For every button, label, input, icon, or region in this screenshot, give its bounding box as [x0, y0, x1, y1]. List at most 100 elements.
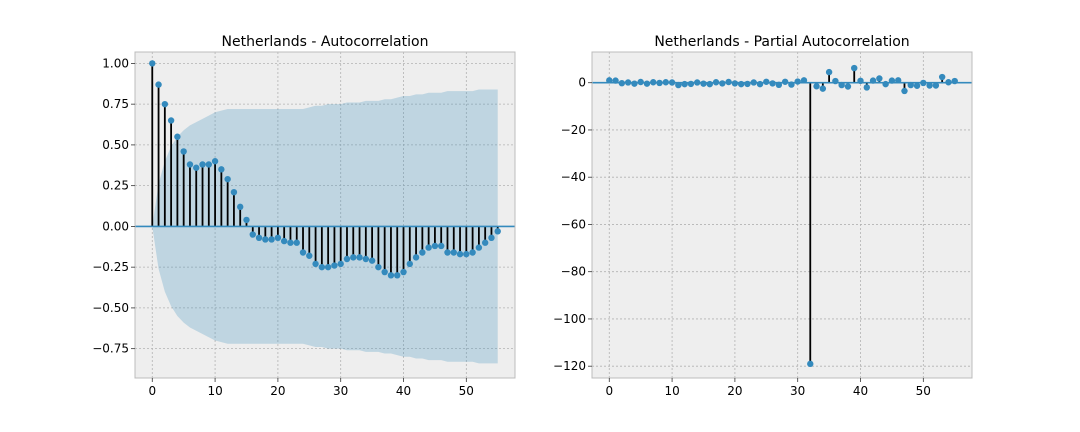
pacf-point-35 — [825, 68, 833, 76]
acf-ytick-label-1: −0.50 — [92, 301, 129, 315]
pacf-point-51 — [926, 82, 933, 89]
pacf-point-37 — [838, 81, 845, 89]
acf-ytick-label-2: −0.25 — [92, 260, 129, 274]
acf-ytick-label-3: 0.00 — [102, 219, 129, 233]
pacf-point-7 — [650, 79, 657, 86]
acf-xtick-label-0: 0 — [148, 384, 156, 398]
pacf-ytick-label-6: 0 — [578, 76, 586, 90]
acf-point-14 — [237, 203, 244, 211]
acf-point-23 — [293, 239, 300, 246]
pacf-point-18 — [719, 80, 726, 87]
pacf-point-8 — [656, 79, 663, 87]
acf-title: Netherlands - Autocorrelation — [222, 34, 429, 50]
acf-point-9 — [205, 161, 213, 168]
acf-xtick-label-1: 10 — [207, 384, 222, 398]
pacf-point-43 — [876, 75, 883, 82]
acf-point-19 — [268, 236, 275, 243]
acf-point-54 — [488, 234, 495, 242]
pacf-ytick-label-1: −100 — [553, 312, 586, 326]
pacf-point-53 — [938, 73, 946, 81]
acf-point-22 — [287, 239, 294, 246]
acf-point-28 — [324, 263, 332, 271]
acf-point-26 — [312, 260, 319, 268]
pacf-point-38 — [844, 83, 852, 90]
pacf-xtick-label-4: 40 — [853, 384, 868, 398]
acf-point-49 — [456, 250, 464, 258]
pacf-point-2 — [618, 79, 626, 87]
acf-point-7 — [193, 164, 200, 171]
pacf-point-1 — [612, 77, 619, 84]
pacf-ytick-label-3: −60 — [561, 217, 586, 231]
pacf-point-11 — [675, 81, 682, 89]
acf-point-51 — [469, 249, 476, 256]
acf-point-31 — [343, 255, 351, 263]
acf-panel: 0 10 20 30 40 50 −0.75 −0.50 −0.25 0.00 0.25 0.50 0.… — [92, 34, 516, 398]
pacf-point-23 — [750, 79, 757, 86]
pacf-point-5 — [637, 78, 644, 86]
pacf-ytick-label-0: −120 — [553, 359, 586, 373]
pacf-point-49 — [913, 82, 921, 89]
pacf-xtick-label-2: 20 — [727, 384, 742, 398]
pacf-xtick-label-5: 50 — [916, 384, 931, 398]
acf-point-39 — [394, 272, 401, 279]
acf-point-8 — [199, 161, 206, 168]
pacf-point-44 — [882, 80, 889, 88]
pacf-point-9 — [662, 79, 670, 86]
pacf-point-21 — [737, 80, 745, 88]
acf-point-41 — [406, 260, 413, 268]
acf-point-38 — [387, 272, 395, 279]
acf-point-46 — [437, 242, 445, 250]
pacf-point-6 — [643, 80, 651, 87]
pacf-point-16 — [706, 80, 713, 88]
acf-point-2 — [161, 100, 169, 108]
acf-point-40 — [400, 268, 407, 276]
pacf-point-45 — [888, 77, 896, 84]
pacf-point-33 — [813, 83, 820, 90]
acf-ytick-label-0: −0.75 — [92, 342, 129, 356]
acf-point-15 — [243, 216, 250, 224]
acf-point-16 — [249, 231, 256, 238]
acf-point-50 — [463, 250, 470, 258]
pacf-point-39 — [851, 64, 858, 72]
acf-xtick-label-4: 40 — [396, 384, 411, 398]
acf-point-55 — [494, 228, 501, 235]
pacf-point-31 — [800, 77, 808, 84]
pacf-xtick-label-3: 30 — [790, 384, 805, 398]
pacf-title: Netherlands - Partial Autocorrelation — [654, 34, 909, 50]
acf-point-37 — [381, 268, 388, 276]
acf-point-6 — [186, 161, 194, 168]
pacf-point-26 — [769, 80, 776, 87]
pacf-point-14 — [694, 79, 701, 86]
pacf-point-52 — [932, 82, 940, 89]
acf-point-24 — [299, 249, 307, 256]
pacf-ytick-label-4: −40 — [561, 170, 586, 184]
pacf-point-36 — [832, 77, 839, 85]
pacf-point-41 — [863, 84, 870, 91]
acf-point-47 — [444, 249, 451, 256]
acf-point-32 — [350, 254, 357, 261]
pacf-point-10 — [668, 79, 676, 86]
acf-point-43 — [419, 249, 426, 256]
acf-point-25 — [306, 252, 313, 259]
pacf-point-47 — [901, 87, 908, 95]
pacf-point-50 — [920, 79, 927, 87]
pacf-point-0 — [606, 77, 613, 84]
acf-point-4 — [174, 133, 181, 140]
acf-point-5 — [180, 148, 187, 155]
acf-point-3 — [167, 117, 175, 124]
pacf-point-40 — [857, 77, 864, 85]
pacf-point-19 — [725, 78, 732, 86]
pacf-point-13 — [687, 80, 695, 88]
acf-point-53 — [481, 239, 489, 246]
pacf-point-54 — [945, 79, 952, 86]
acf-ytick-label-7: 1.00 — [102, 56, 129, 70]
pacf-point-22 — [744, 80, 751, 88]
pacf-point-55 — [951, 77, 958, 85]
acf-ytick-label-6: 0.75 — [102, 97, 129, 111]
pacf-axes-frame — [591, 51, 973, 379]
pacf-axes-background — [592, 52, 972, 378]
pacf-point-25 — [763, 78, 770, 85]
acf-xtick-label-5: 50 — [459, 384, 474, 398]
pacf-point-4 — [631, 80, 638, 87]
acf-point-29 — [331, 262, 338, 269]
